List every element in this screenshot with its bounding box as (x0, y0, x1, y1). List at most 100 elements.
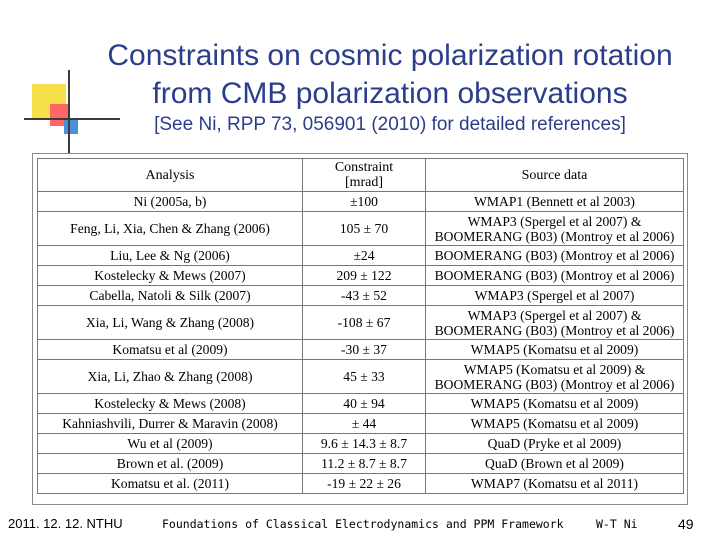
header-constraint-line1: Constraint (334, 160, 394, 175)
cell-source: QuaD (Brown et al 2009) (425, 453, 684, 474)
source-text-line2: BOOMERANG (B03) (Montroy et al 2006) (434, 322, 675, 338)
header-analysis: Analysis (37, 158, 303, 192)
constraint-text: ±100 (350, 194, 378, 209)
header-constraint-line2: [mrad] (344, 175, 384, 190)
cell-analysis: Wu et al (2009) (37, 433, 303, 454)
source-text-line2: BOOMERANG (B03) (Montroy et al 2006) (434, 228, 675, 244)
analysis-text: Wu et al (2009) (127, 436, 213, 451)
cell-constraint: 105 ± 70 (302, 211, 426, 246)
footer-course: Foundations of Classical Electrodynamics… (162, 517, 564, 531)
cell-constraint: -43 ± 52 (302, 285, 426, 306)
footer-page-number: 49 (678, 516, 694, 532)
constraint-text: 9.6 ± 14.3 ± 8.7 (320, 436, 408, 451)
constraint-text: -108 ± 67 (337, 315, 391, 330)
table-row: Liu, Lee & Ng (2006) ±24 BOOMERANG (B03) (… (37, 245, 684, 266)
constraint-text: 209 ± 122 (336, 268, 392, 283)
constraint-text: 45 ± 33 (343, 369, 385, 384)
source-text-line1: WMAP5 (Komatsu et al 2009) & (463, 361, 646, 377)
cell-constraint: 40 ± 94 (302, 393, 426, 414)
cell-analysis: Kostelecky & Mews (2008) (37, 393, 303, 414)
table-row: Xia, Li, Zhao & Zhang (2008) 45 ± 33 WMAP5… (37, 359, 684, 394)
table-row: Komatsu et al (2009) -30 ± 37 WMAP5 (Komat… (37, 339, 684, 360)
cell-source: WMAP5 (Komatsu et al 2009) & BOOMERANG (B… (425, 359, 684, 394)
cell-constraint: 209 ± 122 (302, 265, 426, 286)
cell-source: WMAP1 (Bennett et al 2003) (425, 191, 684, 212)
analysis-text: Feng, Li, Xia, Chen & Zhang (2006) (70, 221, 270, 236)
source-text-line1: WMAP7 (Komatsu et al 2011) (470, 476, 639, 491)
table-row: Feng, Li, Xia, Chen & Zhang (2006) 105 ± … (37, 211, 684, 246)
decor-vertical-line (68, 70, 70, 160)
source-text-line1: WMAP3 (Spergel et al 2007) & (467, 307, 642, 323)
cell-source: QuaD (Pryke et al 2009) (425, 433, 684, 454)
analysis-text: Komatsu et al. (2011) (110, 476, 230, 491)
cell-constraint: 11.2 ± 8.7 ± 8.7 (302, 453, 426, 474)
source-text-line1: WMAP3 (Spergel et al 2007) (474, 288, 635, 303)
header-source: Source data (425, 158, 684, 192)
cell-analysis: Cabella, Natoli & Silk (2007) (37, 285, 303, 306)
constraints-table: Analysis Constraint [mrad] Source data N… (37, 158, 684, 494)
cell-analysis: Feng, Li, Xia, Chen & Zhang (2006) (37, 211, 303, 246)
source-text-line1: QuaD (Brown et al 2009) (485, 456, 624, 471)
table-row: Komatsu et al. (2011) -19 ± 22 ± 26 WMAP7 … (37, 473, 684, 494)
table-image-frame: Analysis Constraint [mrad] Source data N… (32, 153, 688, 505)
cell-constraint: -108 ± 67 (302, 305, 426, 340)
constraint-text: 40 ± 94 (343, 396, 385, 411)
cell-source: WMAP5 (Komatsu et al 2009) (425, 393, 684, 414)
analysis-text: Brown et al. (2009) (116, 456, 224, 471)
cell-analysis: Liu, Lee & Ng (2006) (37, 245, 303, 266)
analysis-text: Komatsu et al (2009) (112, 342, 228, 357)
cell-analysis: Komatsu et al. (2011) (37, 473, 303, 494)
source-text-line1: QuaD (Pryke et al 2009) (487, 436, 622, 451)
decor-blue-square (64, 118, 78, 134)
cell-source: WMAP7 (Komatsu et al 2011) (425, 473, 684, 494)
cell-analysis: Brown et al. (2009) (37, 453, 303, 474)
constraint-text: -43 ± 52 (341, 288, 387, 303)
source-text-line2: BOOMERANG (B03) (Montroy et al 2006) (434, 376, 675, 392)
cell-source: BOOMERANG (B03) (Montroy et al 2006) (425, 245, 684, 266)
cell-constraint: ± 44 (302, 413, 426, 434)
table-row: Brown et al. (2009) 11.2 ± 8.7 ± 8.7 QuaD … (37, 453, 684, 474)
cell-source: WMAP5 (Komatsu et al 2009) (425, 413, 684, 434)
constraint-text: ±24 (353, 248, 375, 263)
decor-horizontal-line (24, 118, 120, 120)
analysis-text: Kahniashvili, Durrer & Maravin (2008) (62, 416, 278, 431)
table-body: Ni (2005a, b) ±100 WMAP1 (Bennett et al 20… (37, 191, 684, 494)
source-text-line1: WMAP5 (Komatsu et al 2009) (470, 416, 639, 431)
analysis-text: Xia, Li, Zhao & Zhang (2008) (87, 369, 253, 384)
cell-constraint: 45 ± 33 (302, 359, 426, 394)
cell-source: WMAP3 (Spergel et al 2007) & BOOMERANG (B… (425, 305, 684, 340)
analysis-text: Liu, Lee & Ng (2006) (110, 248, 230, 263)
constraint-text: 11.2 ± 8.7 ± 8.7 (321, 456, 407, 471)
source-text-line1: WMAP3 (Spergel et al 2007) & (467, 213, 642, 229)
cell-analysis: Kahniashvili, Durrer & Maravin (2008) (37, 413, 303, 434)
analysis-text: Kostelecky & Mews (2008) (94, 396, 246, 411)
cell-source: WMAP3 (Spergel et al 2007) & BOOMERANG (B… (425, 211, 684, 246)
table-row: Kahniashvili, Durrer & Maravin (2008) ± 4… (37, 413, 684, 434)
cell-analysis: Kostelecky & Mews (2007) (37, 265, 303, 286)
cell-constraint: ±100 (302, 191, 426, 212)
source-text-line1: BOOMERANG (B03) (Montroy et al 2006) (434, 248, 675, 263)
constraint-text: ± 44 (351, 416, 377, 431)
cell-constraint: ±24 (302, 245, 426, 266)
source-text-line1: WMAP1 (Bennett et al 2003) (474, 194, 635, 209)
table-row: Xia, Li, Wang & Zhang (2008) -108 ± 67 WMA… (37, 305, 684, 340)
cell-constraint: -19 ± 22 ± 26 (302, 473, 426, 494)
analysis-text: Xia, Li, Wang & Zhang (2008) (85, 315, 255, 330)
table-row: Wu et al (2009) 9.6 ± 14.3 ± 8.7 QuaD (Pry… (37, 433, 684, 454)
footer-date: 2011. 12. 12. NTHU (8, 516, 123, 531)
cell-source: WMAP3 (Spergel et al 2007) (425, 285, 684, 306)
constraint-text: -19 ± 22 ± 26 (327, 476, 401, 491)
source-text-line1: WMAP5 (Komatsu et al 2009) (470, 396, 639, 411)
cell-constraint: -30 ± 37 (302, 339, 426, 360)
table-row: Ni (2005a, b) ±100 WMAP1 (Bennett et al 20… (37, 191, 684, 212)
constraint-text: -30 ± 37 (341, 342, 387, 357)
footer-author: W-T Ni (596, 517, 638, 531)
source-text-line1: WMAP5 (Komatsu et al 2009) (470, 342, 639, 357)
slide-subtitle: [See Ni, RPP 73, 056901 (2010) for detai… (154, 114, 626, 135)
cell-analysis: Xia, Li, Zhao & Zhang (2008) (37, 359, 303, 394)
cell-analysis: Ni (2005a, b) (37, 191, 303, 212)
analysis-text: Ni (2005a, b) (133, 194, 207, 209)
table-header-row: Analysis Constraint [mrad] Source data (37, 158, 684, 192)
analysis-text: Cabella, Natoli & Silk (2007) (89, 288, 251, 303)
cell-source: BOOMERANG (B03) (Montroy et al 2006) (425, 265, 684, 286)
